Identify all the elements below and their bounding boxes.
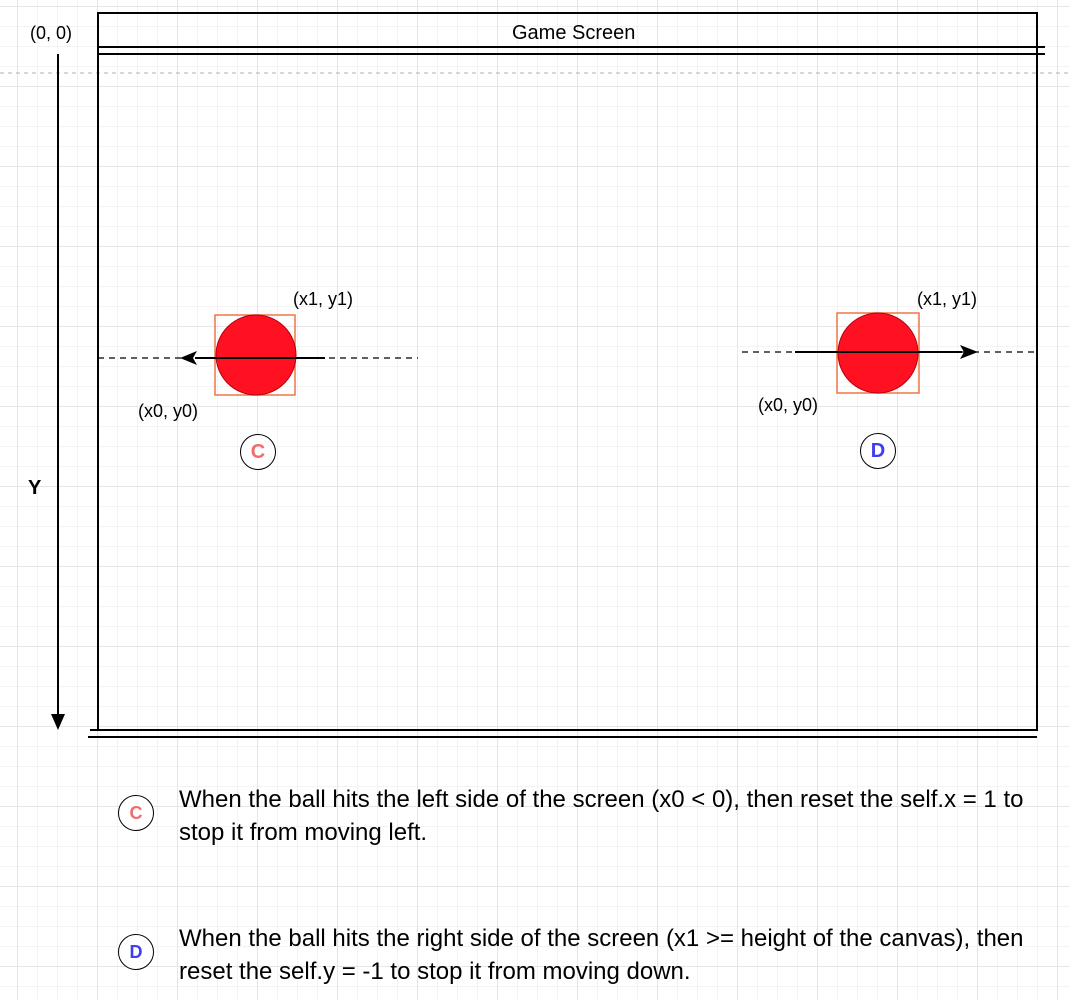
right-motion-arrowhead [960,345,978,359]
right-x0y0-label: (x0, y0) [758,395,819,415]
left-x0y0-label: (x0, y0) [138,401,199,421]
left-x1y1-label: (x1, y1) [293,289,354,309]
right-ball-badge: D [860,433,896,469]
note-d-badge: D [118,934,154,970]
left-ball [215,314,297,396]
right-x1y1-label: (x1, y1) [917,289,978,309]
note-d-text: When the ball hits the right side of the… [179,925,1024,985]
origin-label: (0, 0) [30,23,73,43]
screen-title: Game Screen [512,22,636,44]
note-c-text: When the ball hits the left side of the … [179,786,1024,846]
note-c-badge: C [118,795,154,831]
y-axis-label: Y [28,477,42,499]
left-ball-badge: C [240,434,276,470]
y-axis-arrowhead [51,714,65,730]
left-motion-arrowhead [180,351,197,365]
